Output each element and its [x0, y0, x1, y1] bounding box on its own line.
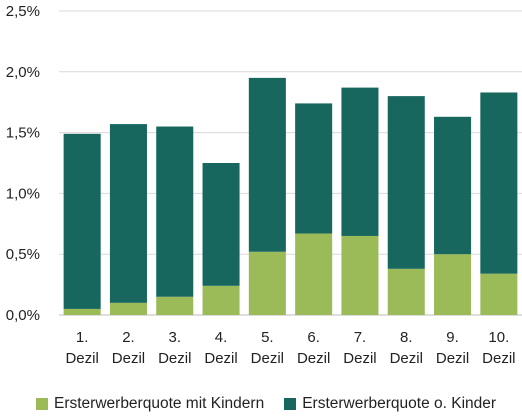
y-tick-label: 0,0%: [6, 307, 40, 324]
bar-with-children: [295, 233, 333, 315]
bar-without-children: [480, 92, 518, 274]
x-tick-label: 10. Dezil: [482, 329, 515, 367]
bar-with-children: [63, 308, 101, 315]
bar-with-children: [202, 285, 240, 315]
bar-without-children: [156, 126, 194, 297]
bar-without-children: [434, 116, 472, 255]
x-tick-label: 9. Dezil: [436, 329, 469, 367]
x-tick-label: 8. Dezil: [390, 329, 423, 367]
legend-swatch-without-children: [284, 398, 297, 410]
legend-item-without-children: Ersterwerberquote o. Kinder: [284, 395, 496, 413]
bars: [63, 77, 518, 315]
bar-with-children: [480, 273, 518, 315]
bar-with-children: [434, 254, 472, 315]
legend: Ersterwerberquote mit Kindern Ersterwerb…: [36, 392, 516, 416]
x-tick-label: 4. Dezil: [204, 329, 237, 367]
x-tick-label: 7. Dezil: [343, 329, 376, 367]
x-tick-label: 1. Dezil: [65, 329, 98, 367]
y-tick-label: 2,5%: [6, 3, 40, 20]
bar-with-children: [341, 235, 379, 315]
legend-label-with-children: Ersterwerberquote mit Kindern: [54, 395, 265, 412]
legend-swatch-with-children: [36, 398, 48, 410]
legend-item-with-children: Ersterwerberquote mit Kindern: [36, 395, 264, 413]
x-tick-label: 6. Dezil: [297, 329, 330, 367]
bar-with-children: [387, 268, 425, 315]
x-tick-label: 2. Dezil: [112, 329, 145, 367]
stacked-bar-chart: 0,0% 0,5% 1,0% 1,5% 2,0% 2,5% 1. Dezil 2. Dezil 3…: [6, 3, 522, 367]
bar-without-children: [295, 103, 333, 234]
bar-without-children: [63, 133, 101, 309]
x-axis-ticks: 1. Dezil 2. Dezil 3. Dezil 4. Dezil 5. Dezil 6. Dez…: [65, 329, 515, 367]
bar-with-children: [248, 251, 286, 315]
bar-with-children: [156, 296, 194, 315]
bar-without-children: [109, 124, 147, 303]
y-axis-ticks: 0,0% 0,5% 1,0% 1,5% 2,0% 2,5%: [6, 3, 40, 324]
y-tick-label: 1,0%: [6, 185, 40, 202]
bar-without-children: [387, 96, 425, 269]
bar-with-children: [109, 302, 147, 315]
y-tick-label: 0,5%: [6, 246, 40, 263]
bar-without-children: [341, 87, 379, 236]
y-tick-label: 2,0%: [6, 64, 40, 81]
bar-without-children: [202, 163, 240, 286]
bar-without-children: [248, 77, 286, 252]
x-tick-label: 3. Dezil: [158, 329, 191, 367]
y-tick-label: 1,5%: [6, 125, 40, 142]
legend-label-without-children: Ersterwerberquote o. Kinder: [302, 395, 497, 412]
x-tick-label: 5. Dezil: [251, 329, 284, 367]
